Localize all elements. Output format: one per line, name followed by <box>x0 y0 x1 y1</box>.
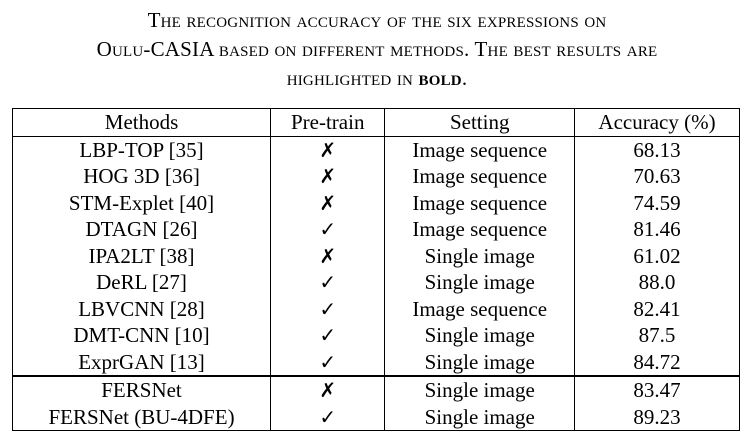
caption-line-3: highlighted in bold. <box>0 64 754 93</box>
caption-bold-word: bold <box>418 66 462 90</box>
setting-cell: Single image <box>384 403 575 431</box>
setting-cell: Image sequence <box>384 163 575 190</box>
method-cell: LBP-TOP [35] <box>11 136 272 163</box>
setting-cell: Image sequence <box>384 216 575 243</box>
accuracy-cell: 89.23 <box>573 403 741 431</box>
setting-cell: Single image <box>384 375 575 404</box>
results-table: Methods Pre-train Setting Accuracy (%) L… <box>11 108 741 431</box>
table-row: DTAGN [26] ✓ Image sequence 81.46 <box>11 216 741 243</box>
method-cell: IPA2LT [38] <box>11 242 272 269</box>
method-cell: DMT-CNN [10] <box>11 322 272 349</box>
accuracy-cell: 74.59 <box>573 189 741 216</box>
caption-line-3-pre: highlighted in <box>286 66 419 90</box>
method-cell: HOG 3D [36] <box>11 163 272 190</box>
table-row: STM-Explet [40] ✗ Image sequence 74.59 <box>11 189 741 216</box>
caption-line-3-post: . <box>461 66 468 90</box>
accuracy-cell: 70.63 <box>573 163 741 190</box>
header-row: Methods Pre-train Setting Accuracy (%) <box>11 108 741 137</box>
table-row: FERSNet ✗ Single image 83.47 <box>11 375 741 404</box>
pretrain-mark-icon: ✓ <box>270 269 386 296</box>
accuracy-cell: 84.72 <box>573 348 741 376</box>
pretrain-mark-icon: ✓ <box>270 322 386 349</box>
pretrain-mark-icon: ✗ <box>270 189 386 216</box>
table-body: LBP-TOP [35] ✗ Image sequence 68.13 HOG 3D [… <box>11 136 741 431</box>
method-cell: ExprGAN [13] <box>11 348 272 376</box>
caption-line-2: Oulu-CASIA based on different methods. T… <box>96 37 658 61</box>
accuracy-cell: 68.13 <box>573 136 741 163</box>
table-row: DMT-CNN [10] ✓ Single image 87.5 <box>11 322 741 349</box>
pretrain-mark-icon: ✗ <box>270 136 386 163</box>
table-row: LBVCNN [28] ✓ Image sequence 82.41 <box>11 295 741 322</box>
header-methods: Methods <box>11 108 272 137</box>
method-cell: LBVCNN [28] <box>11 295 272 322</box>
setting-cell: Image sequence <box>384 136 575 163</box>
setting-cell: Image sequence <box>384 295 575 322</box>
pretrain-mark-icon: ✓ <box>270 216 386 243</box>
table-row: ExprGAN [13] ✓ Single image 84.72 <box>11 348 741 376</box>
method-cell: STM-Explet [40] <box>11 189 272 216</box>
accuracy-cell: 83.47 <box>573 375 741 404</box>
table-row: LBP-TOP [35] ✗ Image sequence 68.13 <box>11 136 741 163</box>
method-cell: DeRL [27] <box>11 269 272 296</box>
pretrain-mark-icon: ✗ <box>270 242 386 269</box>
header-pretrain: Pre-train <box>270 108 386 137</box>
table-row: FERSNet (BU-4DFE) ✓ Single image 89.23 <box>11 403 741 431</box>
accuracy-cell: 88.0 <box>573 269 741 296</box>
table-row: IPA2LT [38] ✗ Single image 61.02 <box>11 242 741 269</box>
setting-cell: Single image <box>384 269 575 296</box>
accuracy-cell: 81.46 <box>573 216 741 243</box>
accuracy-cell: 82.41 <box>573 295 741 322</box>
pretrain-mark-icon: ✗ <box>270 163 386 190</box>
caption-line-1: The recognition accuracy of the six expr… <box>147 8 607 32</box>
method-cell: DTAGN [26] <box>11 216 272 243</box>
setting-cell: Single image <box>384 348 575 376</box>
setting-cell: Single image <box>384 322 575 349</box>
method-cell: FERSNet (BU-4DFE) <box>11 403 272 431</box>
pretrain-mark-icon: ✓ <box>270 348 386 376</box>
accuracy-cell: 87.5 <box>573 322 741 349</box>
table-row: HOG 3D [36] ✗ Image sequence 70.63 <box>11 163 741 190</box>
table-row: DeRL [27] ✓ Single image 88.0 <box>11 269 741 296</box>
table-caption: The recognition accuracy of the six expr… <box>0 6 754 93</box>
header-setting: Setting <box>384 108 575 137</box>
header-accuracy: Accuracy (%) <box>573 108 741 137</box>
pretrain-mark-icon: ✓ <box>270 403 386 431</box>
pretrain-mark-icon: ✓ <box>270 295 386 322</box>
setting-cell: Single image <box>384 242 575 269</box>
accuracy-cell: 61.02 <box>573 242 741 269</box>
method-cell: FERSNet <box>11 375 272 404</box>
setting-cell: Image sequence <box>384 189 575 216</box>
pretrain-mark-icon: ✗ <box>270 375 386 404</box>
